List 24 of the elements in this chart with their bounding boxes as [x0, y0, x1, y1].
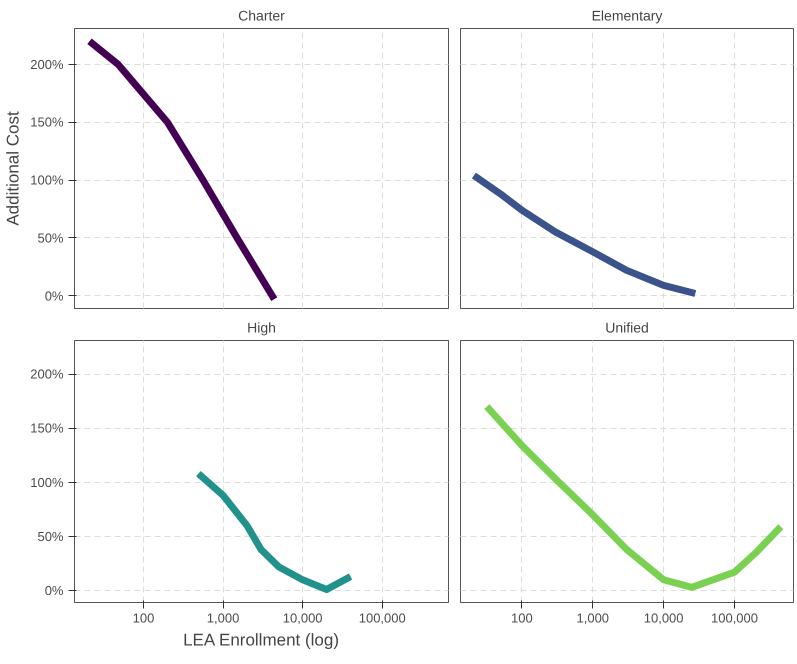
x-tick-label: 100,000	[711, 610, 758, 626]
chart-title: High	[247, 320, 276, 336]
y-tick-label: 100%	[30, 172, 64, 188]
y-tick-label: 0%	[44, 288, 64, 304]
y-tick-label: 0%	[44, 583, 64, 598]
y-tick-label: 150%	[30, 420, 64, 436]
y-axis-title: Additional Cost	[3, 111, 22, 226]
x-tick-label: 100	[511, 610, 533, 626]
y-tick-label: 50%	[37, 528, 64, 544]
chart-title: Elementary	[592, 8, 662, 24]
x-tick-label: 1,000	[576, 610, 610, 626]
x-tick-label: 100	[132, 610, 154, 626]
x-tick-label: 10,000	[644, 610, 684, 626]
chart-title: Unified	[605, 320, 649, 336]
x-tick-label: 10,000	[282, 610, 323, 626]
chart-title: Charter	[238, 8, 286, 24]
x-tick-label: 100,000	[358, 610, 406, 626]
x-tick-label: 1,000	[206, 610, 240, 626]
y-tick-label: 150%	[30, 114, 64, 130]
y-tick-label: 200%	[30, 56, 64, 72]
x-axis-title: LEA Enrollment (log)	[183, 630, 339, 650]
y-tick-label: 50%	[37, 230, 64, 246]
y-tick-label: 100%	[30, 474, 64, 490]
y-tick-label: 200%	[30, 366, 64, 382]
